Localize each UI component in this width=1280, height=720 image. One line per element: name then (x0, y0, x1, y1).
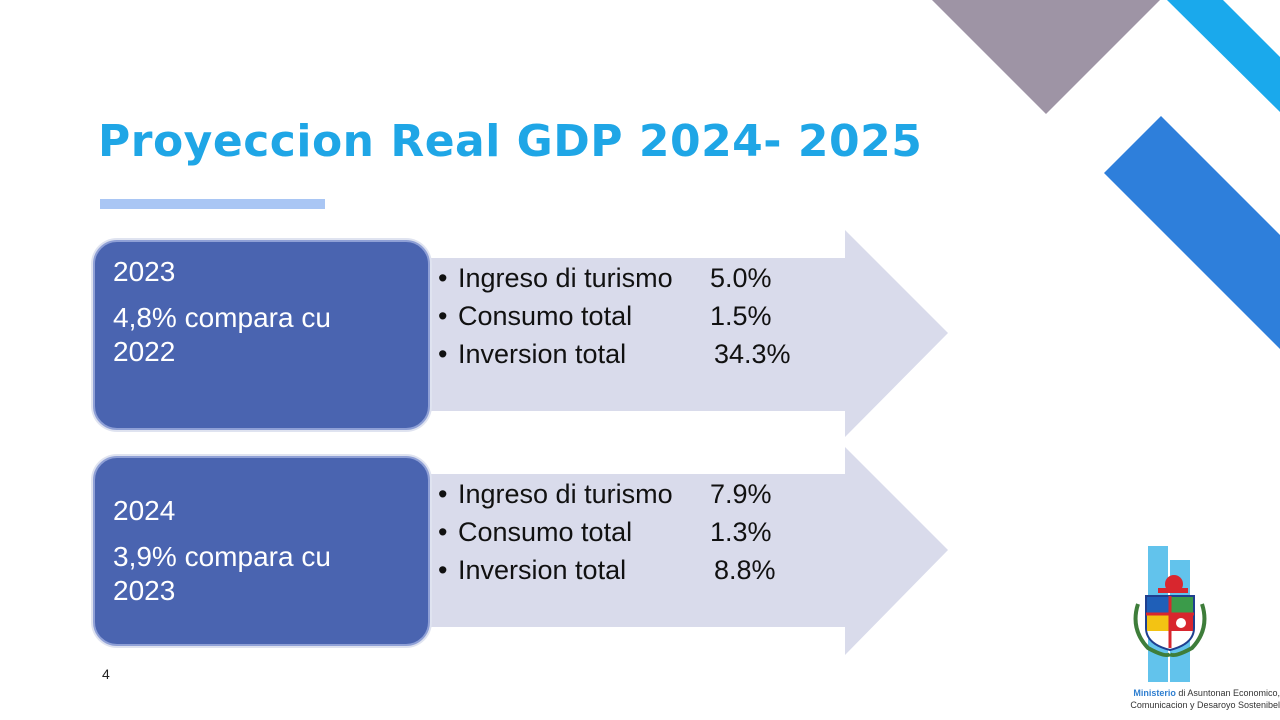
indicator-list-2024: • Ingreso di turismo 7.9% • Consumo tota… (438, 475, 776, 589)
gray-triangle (932, 0, 1160, 114)
arrow-2023 (420, 230, 948, 437)
indicator-label: Consumo total (458, 301, 633, 331)
bullet-icon: • (438, 479, 448, 509)
growth-comparison: 4,8% compara cu 2022 (113, 302, 331, 367)
indicator-label: Ingreso di turismo (458, 479, 673, 509)
bullet-icon: • (438, 301, 448, 331)
indicator-value: 8.8% (714, 555, 776, 585)
indicator-value: 1.3% (710, 517, 772, 547)
bullet-icon: • (438, 555, 448, 585)
page-number: 4 (102, 666, 110, 682)
ministry-name-line2: Comunicacion y Desaroyo Sostenibel (1130, 700, 1280, 710)
indicator-label: Inversion total (458, 555, 627, 585)
indicator-value: 1.5% (710, 301, 772, 331)
arrow-2024 (420, 447, 948, 655)
indicator-item: • Ingreso di turismo 7.9% (438, 475, 776, 513)
year-label: 2024 (113, 495, 176, 526)
indicator-label: Ingreso di turismo (458, 263, 673, 293)
indicator-list-2023: • Ingreso di turismo 5.0% • Consumo tota… (438, 259, 791, 373)
slide-title: Proyeccion Real GDP 2024- 2025 (98, 116, 923, 167)
bullet-icon: • (438, 339, 448, 369)
indicator-label: Inversion total (458, 339, 627, 369)
growth-comparison: 3,9% compara cu 2023 (113, 541, 331, 606)
indicator-value: 5.0% (710, 263, 772, 293)
blue-band (1104, 116, 1280, 349)
coat-of-arms-logo (1133, 546, 1207, 682)
year-box-2024: 2024 3,9% compara cu 2023 (93, 456, 430, 646)
indicator-item: • Ingreso di turismo 5.0% (438, 259, 791, 297)
ministry-name: di Asuntonan Economico, (1175, 688, 1280, 698)
bullet-icon: • (438, 517, 448, 547)
indicator-item: • Consumo total 1.5% (438, 297, 791, 335)
year-box-2023: 2023 4,8% compara cu 2022 (93, 240, 430, 430)
indicator-item: • Consumo total 1.3% (438, 513, 776, 551)
year-label: 2023 (113, 256, 176, 287)
indicator-label: Consumo total (458, 517, 633, 547)
indicator-item: • Inversion total 8.8% (438, 551, 776, 589)
cyan-band (1167, 0, 1280, 112)
indicator-item: • Inversion total 34.3% (438, 335, 791, 373)
indicator-value: 7.9% (710, 479, 772, 509)
indicator-value: 34.3% (714, 339, 791, 369)
ministry-highlight: Ministerio (1133, 688, 1176, 698)
ministry-footer: Ministerio di Asuntonan Economico, Comun… (1086, 687, 1280, 711)
title-underline (100, 199, 325, 209)
bullet-icon: • (438, 263, 448, 293)
